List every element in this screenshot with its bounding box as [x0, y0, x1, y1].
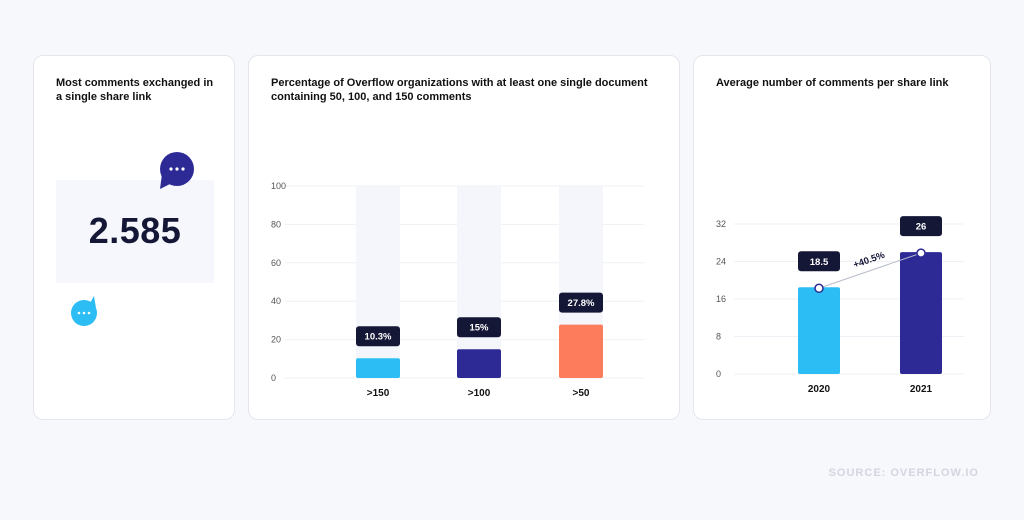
bar-background — [457, 186, 501, 378]
data-label: 18.5 — [810, 257, 829, 268]
data-label-background — [798, 251, 840, 272]
bar — [559, 324, 603, 378]
y-tick-label: 16 — [716, 294, 726, 304]
y-tick-label: 0 — [271, 373, 276, 383]
data-label-background — [457, 317, 501, 338]
stat-card: Most comments exchanged in a single shar… — [33, 55, 235, 420]
growth-annotation: +40.5% — [852, 250, 887, 271]
y-tick-label: 40 — [271, 296, 281, 306]
y-tick-label: 24 — [716, 257, 726, 267]
bar — [900, 252, 942, 374]
bar-background — [356, 186, 400, 378]
source-credit: SOURCE: OVERFLOW.IO — [828, 467, 979, 479]
data-label: 15% — [469, 323, 489, 334]
x-tick-label: 2020 — [808, 384, 831, 395]
bar — [798, 287, 840, 374]
percentage-bar-chart: 0 20 40 60 80 100 10.3% >150 15% >100 27.8% >50 — [271, 181, 644, 399]
stat-panel: 2.585 — [56, 180, 214, 283]
average-bar-chart: 0 8 16 24 32 18.5 2020 26 2021 +40.5% — [716, 216, 964, 395]
growth-line — [818, 252, 922, 289]
growth-point — [916, 248, 926, 258]
percentage-chart-card: Percentage of Overflow organizations wit… — [248, 55, 680, 420]
bubble-icons — [71, 152, 194, 326]
bar — [457, 349, 501, 378]
y-tick-label: 80 — [271, 219, 281, 229]
stat-card-title: Most comments exchanged in a single shar… — [56, 77, 214, 103]
data-label: 10.3% — [365, 332, 392, 343]
x-tick-label: 2021 — [910, 384, 933, 395]
data-label-background — [356, 326, 400, 347]
stat-value: 2.585 — [88, 210, 182, 251]
y-tick-label: 100 — [271, 181, 286, 191]
data-label-background — [900, 216, 942, 237]
y-tick-label: 32 — [716, 219, 726, 229]
y-tick-label: 8 — [716, 332, 721, 342]
percentage-chart-title: Percentage of Overflow organizations wit… — [271, 77, 648, 103]
data-label: 26 — [916, 222, 927, 233]
speech-bubble-icon — [71, 296, 97, 326]
average-chart-title: Average number of comments per share lin… — [716, 77, 949, 89]
speech-bubble-icon — [160, 152, 194, 189]
average-chart-card: Average number of comments per share lin… — [693, 55, 991, 420]
x-tick-label: >50 — [573, 388, 590, 399]
growth-point — [814, 283, 824, 294]
y-tick-label: 0 — [716, 369, 721, 379]
x-tick-label: >100 — [468, 388, 491, 399]
data-label: 27.8% — [568, 298, 595, 309]
y-tick-label: 20 — [271, 335, 281, 345]
x-tick-label: >150 — [367, 388, 390, 399]
bar — [356, 358, 400, 378]
y-tick-label: 60 — [271, 258, 281, 268]
data-label-background — [559, 292, 603, 313]
